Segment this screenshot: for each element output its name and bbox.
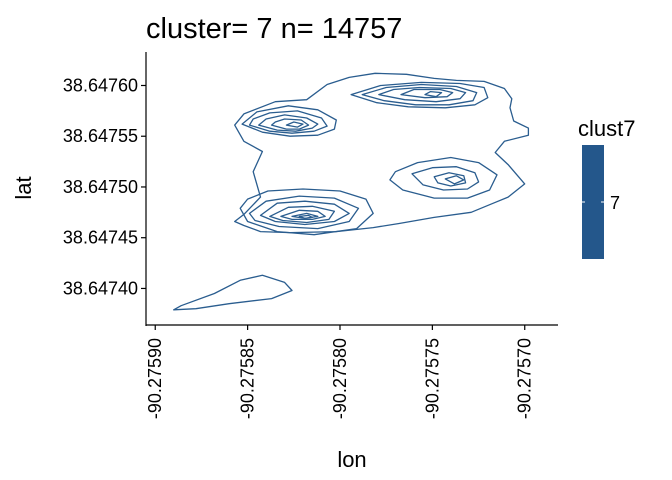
- contour-line-nw-3: [258, 114, 319, 132]
- y-tick-label: 38.64755: [63, 126, 138, 146]
- y-tick-label: 38.64745: [63, 228, 138, 248]
- contour-line-e-4: [444, 175, 465, 185]
- x-tick-label: -90.27585: [238, 338, 258, 419]
- contour-line-sw-7: [298, 214, 313, 220]
- contour-line-nw-2: [248, 110, 328, 134]
- contour-line-ne-4: [400, 88, 454, 99]
- chart-title: cluster= 7 n= 14757: [146, 13, 402, 45]
- y-tick-label: 38.64760: [63, 75, 138, 95]
- legend: clust7 7: [578, 116, 635, 259]
- contour-line-nw-1: [241, 105, 337, 137]
- contour-line-sw-6: [291, 212, 319, 220]
- contour-line-sw-4: [269, 205, 336, 224]
- x-tick-label: -90.27575: [422, 338, 442, 419]
- x-axis-title: lon: [337, 447, 366, 472]
- y-tick-label: 38.64740: [63, 278, 138, 298]
- contour-line-outer-main: [234, 72, 530, 234]
- x-tick-label: -90.27580: [330, 338, 350, 419]
- contour-line-sw-2: [248, 195, 360, 230]
- contour-line-sw-3: [259, 200, 350, 226]
- contour-line-outer-sw: [173, 274, 293, 311]
- y-axis-title: lat: [11, 176, 36, 199]
- contour-line-nw-5: [285, 121, 304, 128]
- y-tick-label: 38.64750: [63, 177, 138, 197]
- contour-line-sw-5: [280, 209, 326, 221]
- contour-line-e-3: [433, 172, 467, 187]
- contour-line-e-2: [411, 166, 480, 191]
- x-axis-ticks: -90.27590 -90.27585 -90.27580 -90.27575 -90.…: [145, 325, 535, 419]
- contour-line-nw-4: [270, 118, 310, 130]
- x-tick-label: -90.27570: [515, 338, 535, 419]
- contour-line-ne-2: [361, 83, 478, 106]
- legend-title: clust7: [578, 116, 635, 141]
- x-tick-label: -90.27590: [145, 338, 165, 419]
- contour-line-sw-1: [239, 188, 374, 236]
- legend-label: 7: [610, 193, 620, 213]
- contour-line-ne-1: [350, 81, 489, 109]
- contour-line-ne-3: [378, 86, 467, 103]
- plot-area: [173, 72, 530, 311]
- legend-color-bar: [582, 145, 604, 259]
- y-axis-ticks: 38.64740 38.64745 38.64750 38.64755 38.64760: [63, 75, 146, 298]
- contour-line-ne-5: [424, 90, 443, 98]
- contour-line-e-1: [389, 156, 498, 199]
